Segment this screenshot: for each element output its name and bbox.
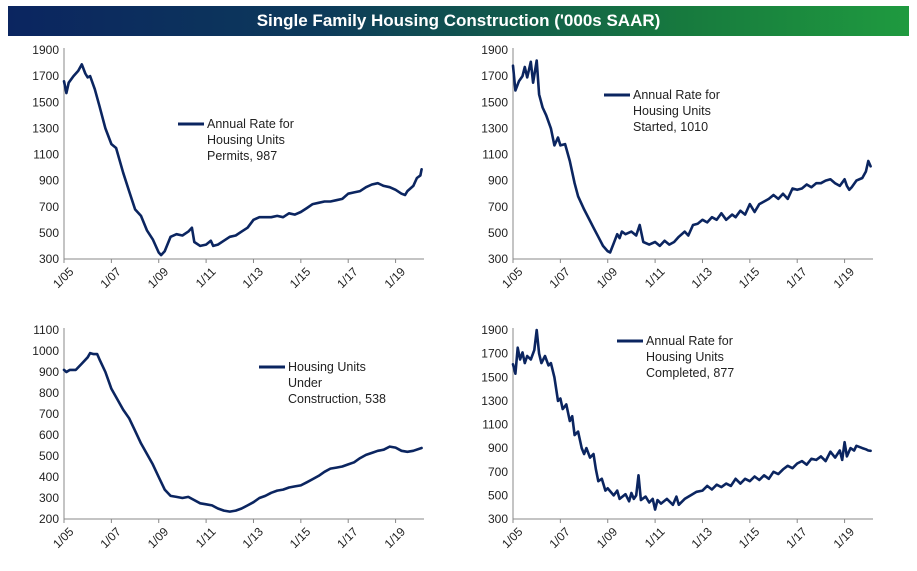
y-tick-label: 1100 bbox=[482, 418, 508, 432]
x-tick-label: 1/13 bbox=[240, 524, 267, 551]
y-tick-label: 1700 bbox=[481, 69, 508, 83]
legend: Annual Rate for Housing Units Completed, 8… bbox=[617, 334, 734, 380]
y-tick-label: 1700 bbox=[32, 69, 59, 83]
x-tick-label: 1/17 bbox=[783, 264, 810, 291]
y-tick-label: 300 bbox=[488, 252, 508, 266]
y-tick-label: 700 bbox=[488, 200, 508, 214]
y-tick-label: 1300 bbox=[481, 121, 508, 135]
y-tick-label: 600 bbox=[39, 428, 59, 442]
y-tick-label: 1100 bbox=[482, 148, 508, 162]
x-tick-label: 1/13 bbox=[689, 264, 716, 291]
y-tick-label: 1000 bbox=[32, 344, 59, 358]
series-line bbox=[62, 63, 423, 257]
x-tick-label: 1/17 bbox=[334, 264, 361, 291]
y-tick-label: 500 bbox=[488, 226, 508, 240]
x-tick-label: 1/19 bbox=[831, 524, 858, 551]
y-tick-label: 1500 bbox=[481, 95, 508, 109]
legend: Annual Rate for Housing Units Started, 101… bbox=[604, 88, 720, 134]
legend-label: Annual Rate for bbox=[207, 117, 294, 131]
series-line bbox=[511, 328, 872, 511]
y-tick-label: 900 bbox=[39, 174, 59, 188]
y-tick-label: 900 bbox=[488, 174, 508, 188]
x-tick-label: 1/15 bbox=[287, 524, 314, 551]
x-tick-label: 1/11 bbox=[193, 524, 219, 550]
chart-completions: 300 500 700 900 1100 1300 1500 1700 1900 1/05 1/07… bbox=[481, 323, 873, 551]
legend-label: Housing Units bbox=[633, 104, 711, 118]
y-tick-label: 700 bbox=[488, 465, 508, 479]
legend-label: Construction, 538 bbox=[288, 392, 386, 406]
x-tick-label: 1/13 bbox=[689, 524, 716, 551]
x-tick-label: 1/09 bbox=[594, 524, 621, 551]
x-tick-label: 1/07 bbox=[546, 264, 573, 291]
y-tick-label: 1100 bbox=[33, 323, 59, 337]
legend-label: Completed, 877 bbox=[646, 366, 734, 380]
y-tick-label: 500 bbox=[39, 449, 59, 463]
legend: Annual Rate for Housing Units Permits, 987 bbox=[178, 117, 294, 163]
x-tick-label: 1/17 bbox=[783, 524, 810, 551]
x-tick-label: 1/09 bbox=[145, 524, 172, 551]
x-tick-label: 1/07 bbox=[97, 524, 124, 551]
y-tick-label: 300 bbox=[39, 491, 59, 505]
y-tick-label: 1900 bbox=[481, 43, 508, 57]
y-tick-label: 500 bbox=[39, 226, 59, 240]
y-tick-label: 300 bbox=[39, 252, 59, 266]
x-tick-label: 1/11 bbox=[193, 264, 219, 290]
y-tick-label: 1500 bbox=[481, 370, 508, 384]
x-tick-label: 1/11 bbox=[642, 264, 668, 290]
x-tick-label: 1/17 bbox=[334, 524, 361, 551]
x-tick-label: 1/13 bbox=[240, 264, 267, 291]
legend-label: Housing Units bbox=[207, 133, 285, 147]
y-tick-label: 200 bbox=[39, 512, 59, 526]
legend-label: Annual Rate for bbox=[646, 334, 733, 348]
legend: Housing Units Under Construction, 538 bbox=[259, 360, 386, 406]
y-tick-label: 1300 bbox=[32, 121, 59, 135]
x-tick-label: 1/05 bbox=[50, 524, 77, 551]
y-tick-label: 500 bbox=[488, 488, 508, 502]
x-tick-label: 1/19 bbox=[831, 264, 858, 291]
y-tick-label: 1300 bbox=[481, 394, 508, 408]
y-tick-label: 900 bbox=[39, 365, 59, 379]
legend-label: Housing Units bbox=[646, 350, 724, 364]
y-tick-label: 1100 bbox=[33, 148, 59, 162]
x-tick-label: 1/19 bbox=[382, 264, 409, 291]
x-tick-label: 1/05 bbox=[50, 264, 77, 291]
y-tick-label: 1700 bbox=[481, 347, 508, 361]
x-tick-label: 1/11 bbox=[642, 524, 668, 550]
legend-label: Under bbox=[288, 376, 322, 390]
x-tick-label: 1/15 bbox=[287, 264, 314, 291]
series-line bbox=[62, 351, 423, 513]
legend-label: Started, 1010 bbox=[633, 120, 708, 134]
x-tick-label: 1/19 bbox=[382, 524, 409, 551]
x-tick-label: 1/15 bbox=[736, 524, 763, 551]
legend-label: Annual Rate for bbox=[633, 88, 720, 102]
legend-label: Permits, 987 bbox=[207, 149, 277, 163]
y-tick-label: 800 bbox=[39, 386, 59, 400]
y-tick-label: 700 bbox=[39, 407, 59, 421]
x-tick-label: 1/05 bbox=[499, 264, 526, 291]
chart-under-construction: 200 300 400 500 600 700 800 900 1000 1100 1/05 1/07… bbox=[32, 323, 424, 551]
series-line bbox=[511, 59, 872, 254]
legend-label: Housing Units bbox=[288, 360, 366, 374]
x-tick-label: 1/09 bbox=[594, 264, 621, 291]
y-tick-label: 1900 bbox=[32, 43, 59, 57]
chart-title: Single Family Housing Construction ('000… bbox=[8, 6, 909, 36]
chart-permits: 300 500 700 900 1100 1300 1500 1700 1900 1/05 1/07… bbox=[32, 43, 424, 291]
y-tick-label: 900 bbox=[488, 441, 508, 455]
x-tick-label: 1/07 bbox=[546, 524, 573, 551]
y-tick-label: 1500 bbox=[32, 95, 59, 109]
x-tick-label: 1/09 bbox=[145, 264, 172, 291]
y-tick-label: 300 bbox=[488, 512, 508, 526]
y-tick-label: 700 bbox=[39, 200, 59, 214]
y-tick-label: 400 bbox=[39, 470, 59, 484]
x-tick-label: 1/15 bbox=[736, 264, 763, 291]
x-tick-label: 1/07 bbox=[97, 264, 124, 291]
y-tick-label: 1900 bbox=[481, 323, 508, 337]
x-tick-label: 1/05 bbox=[499, 524, 526, 551]
chart-starts: 300 500 700 900 1100 1300 1500 1700 1900 1/05 1/07… bbox=[481, 43, 873, 291]
